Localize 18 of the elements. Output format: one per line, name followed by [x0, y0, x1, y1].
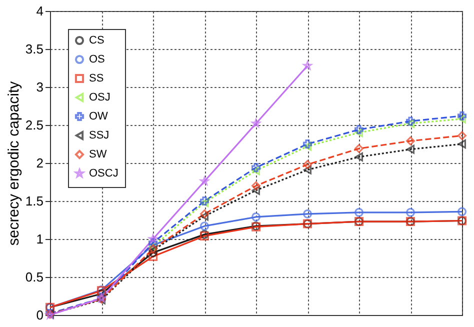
legend-label: OSJ: [89, 92, 110, 104]
y-tick-label: 1.5: [25, 194, 44, 208]
legend-label: CS: [89, 34, 104, 46]
legend-label: OSCJ: [89, 168, 118, 180]
y-axis-title: secrecy ergodic capacity: [5, 80, 22, 246]
y-tick-label: 0: [36, 308, 44, 322]
legend-label: SSJ: [89, 130, 110, 142]
y-tick-label: 3: [36, 80, 44, 94]
y-tick-label: 3.5: [25, 42, 44, 56]
y-tick-label: 2.5: [25, 118, 44, 132]
y-tick-label: 1: [36, 232, 44, 246]
legend-label: OS: [89, 54, 105, 66]
legend-label: SS: [89, 72, 104, 84]
y-tick-label: 0.5: [25, 270, 44, 284]
legend-label: OW: [89, 110, 109, 122]
legend-label: SW: [89, 148, 108, 160]
y-tick-label: 2: [36, 156, 44, 170]
y-tick-label: 4: [36, 4, 44, 18]
